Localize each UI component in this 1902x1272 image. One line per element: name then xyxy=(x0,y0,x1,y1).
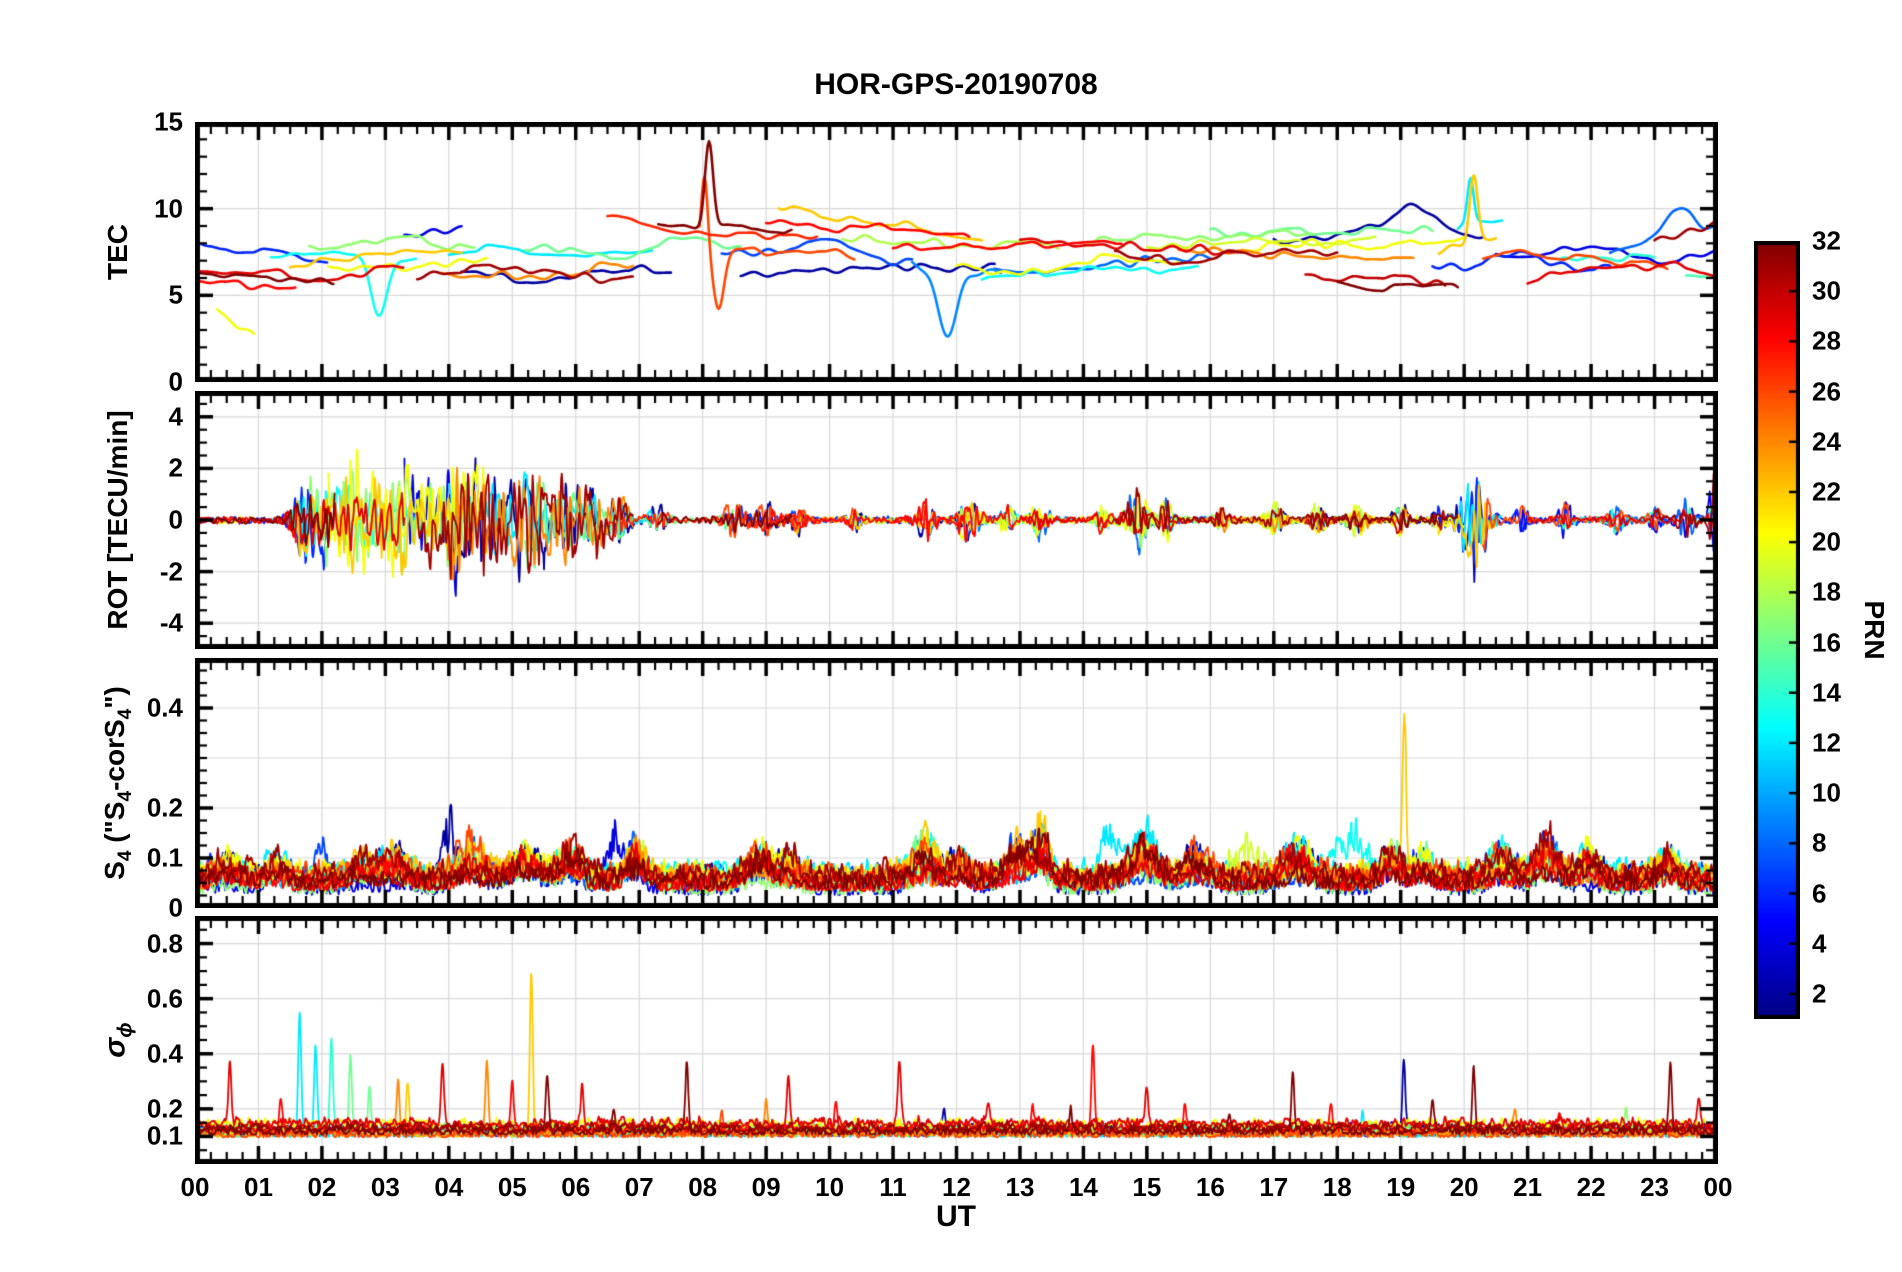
x-tick-label: 05 xyxy=(497,1172,527,1202)
y-axis-label-tec: TEC xyxy=(102,224,133,280)
y-axis-label-sigma_phi: σϕ xyxy=(98,1022,137,1058)
x-tick-label: 03 xyxy=(370,1172,400,1202)
y-axis-label-rot: ROT [TECU/min] xyxy=(102,410,133,630)
y-tick-label: 0.1 xyxy=(146,842,183,873)
s4-panel-canvas xyxy=(195,658,1718,908)
y-tick-label: 5 xyxy=(168,279,183,310)
colorbar-tick-label: 8 xyxy=(1812,827,1827,858)
y-tick-label: 15 xyxy=(154,106,183,137)
y-tick-label: 4 xyxy=(168,401,183,432)
x-tick-label: 20 xyxy=(1449,1172,1479,1202)
colorbar-tick-label: 14 xyxy=(1812,677,1841,708)
x-tick-label: 15 xyxy=(1132,1172,1162,1202)
colorbar-tick-label: 24 xyxy=(1812,426,1841,457)
rot-panel-canvas xyxy=(195,391,1718,649)
colorbar-tick-label: 16 xyxy=(1812,627,1841,658)
y-tick-label: 0 xyxy=(168,366,183,397)
x-tick-label: 12 xyxy=(942,1172,971,1202)
colorbar-tick-label: 32 xyxy=(1812,225,1841,256)
colorbar-tick-label: 26 xyxy=(1812,376,1841,407)
colorbar-tick-label: 18 xyxy=(1812,576,1841,607)
colorbar-tick-label: 12 xyxy=(1812,727,1841,758)
y-tick-label: 0.4 xyxy=(146,692,183,723)
x-tick-label: 17 xyxy=(1259,1172,1289,1202)
x-tick-label: 19 xyxy=(1386,1172,1416,1202)
y-tick-label: 0.2 xyxy=(146,792,183,823)
y-tick-label: 2 xyxy=(168,452,183,483)
chart-title: HOR-GPS-20190708 xyxy=(814,68,1098,101)
x-tick-label: 13 xyxy=(1005,1172,1035,1202)
x-tick-label: 07 xyxy=(624,1172,654,1202)
colorbar-tick-label: 30 xyxy=(1812,275,1841,306)
y-tick-label: -2 xyxy=(159,556,183,587)
x-tick-label: 08 xyxy=(688,1172,718,1202)
y-tick-label: 0.1 xyxy=(146,1120,183,1151)
x-tick-label: 22 xyxy=(1576,1172,1606,1202)
x-tick-label: 23 xyxy=(1640,1172,1669,1202)
x-tick-label: 02 xyxy=(307,1172,337,1202)
sigma-phi-panel-canvas xyxy=(195,916,1718,1164)
x-axis-title: UT xyxy=(936,1200,976,1233)
colorbar-tick-label: 10 xyxy=(1812,777,1841,808)
colorbar-tick-label: 22 xyxy=(1812,476,1841,507)
x-tick-label: 10 xyxy=(815,1172,845,1202)
x-tick-label: 09 xyxy=(751,1172,781,1202)
x-tick-label: 04 xyxy=(434,1172,464,1202)
x-tick-label: 18 xyxy=(1322,1172,1352,1202)
y-tick-label: 0.4 xyxy=(146,1038,183,1069)
colorbar-tick-label: 4 xyxy=(1812,928,1827,959)
colorbar-canvas xyxy=(1754,241,1800,1019)
y-tick-label: 0.6 xyxy=(146,983,183,1014)
x-tick-label: 00 xyxy=(180,1172,210,1202)
x-tick-label: 16 xyxy=(1195,1172,1225,1202)
colorbar-tick-label: 2 xyxy=(1812,978,1827,1009)
x-tick-label: 11 xyxy=(879,1172,907,1202)
colorbar-tick-label: 28 xyxy=(1812,325,1841,356)
x-tick-label: 21 xyxy=(1513,1172,1543,1202)
x-tick-label: 01 xyxy=(243,1172,273,1202)
y-tick-label: 0 xyxy=(168,504,183,535)
y-tick-label: 0.8 xyxy=(146,928,183,959)
colorbar-tick-label: 20 xyxy=(1812,526,1841,557)
y-tick-label: 0.2 xyxy=(146,1093,183,1124)
x-tick-label: 06 xyxy=(561,1172,591,1202)
y-tick-label: 10 xyxy=(154,193,183,224)
colorbar-title: PRN xyxy=(1859,600,1890,660)
y-tick-label: 0 xyxy=(168,892,183,923)
colorbar-tick-label: 6 xyxy=(1812,878,1827,909)
y-tick-label: -4 xyxy=(159,607,183,638)
x-tick-label: 14 xyxy=(1068,1172,1098,1202)
x-tick-label: 00 xyxy=(1703,1172,1733,1202)
y-axis-label-s4: S4 ("S4-corS4") xyxy=(99,686,136,880)
tec-panel-canvas xyxy=(195,122,1718,382)
